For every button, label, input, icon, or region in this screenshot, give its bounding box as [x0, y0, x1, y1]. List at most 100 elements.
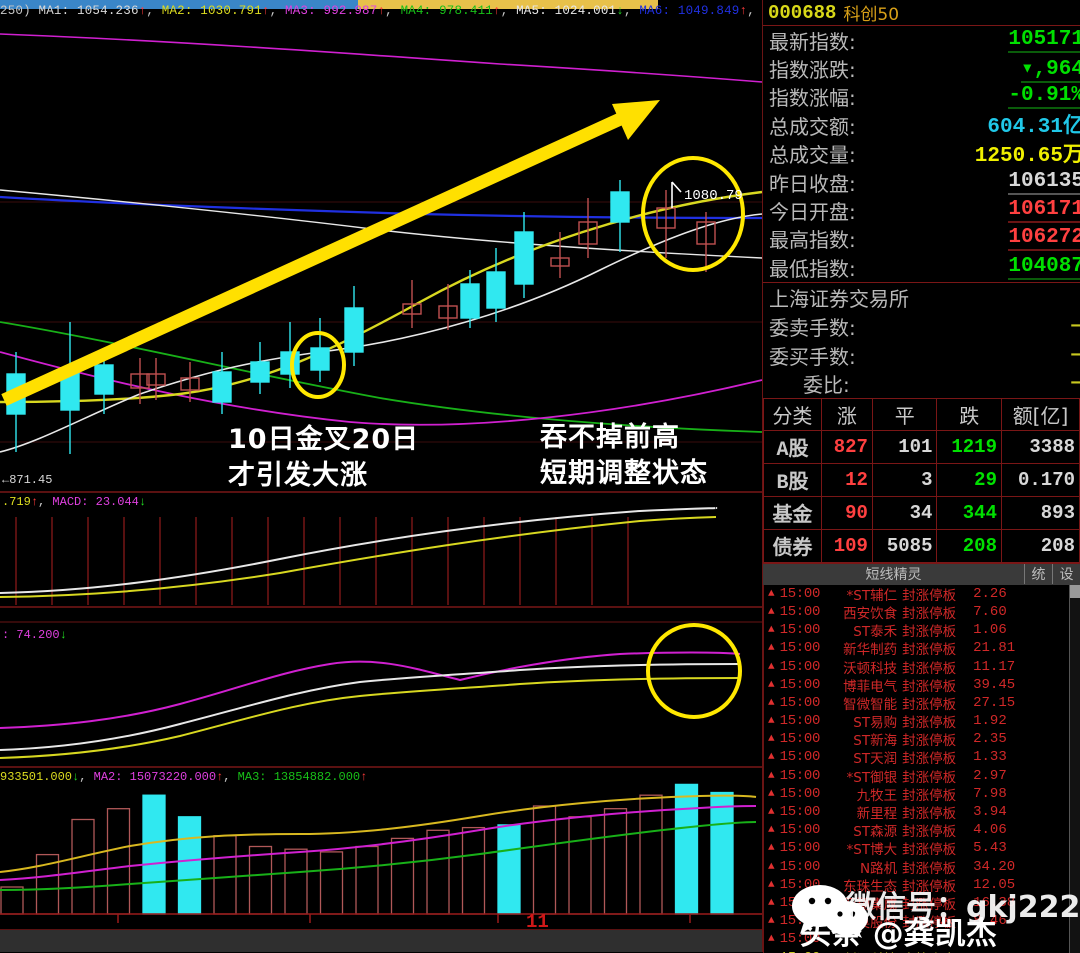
stock-code: 000688 — [768, 1, 837, 24]
candle-body — [402, 303, 422, 315]
quote-title[interactable]: 000688 科创50 — [763, 0, 1080, 26]
ticker-value: 2.26 — [973, 585, 1007, 602]
ma2-name: MA2 — [161, 4, 185, 18]
ma6-value: 1049.849 — [677, 4, 740, 18]
watermark-toutiao: 头条 @龚凯杰 — [800, 916, 997, 952]
quote-row-label: 总成交量: — [769, 143, 856, 168]
list-item[interactable]: ▲ 15:00 沃顿科技 封涨停板 11.17 — [764, 657, 1080, 677]
list-item[interactable]: ▲ 15:00 博菲电气 封涨停板 39.45 — [764, 676, 1080, 695]
list-item[interactable]: ▲ 15:00 *ST御银 封涨停板 2.97 — [764, 767, 1080, 786]
ticker-value: 21.81 — [973, 640, 1016, 657]
candle-body — [212, 371, 232, 403]
ticker-stock-name: 博菲电气 — [843, 678, 898, 695]
ticker-value: 7.98 — [973, 785, 1007, 802]
ticker-value: 2.97 — [973, 767, 1007, 784]
quote-row-label: 今日开盘: — [769, 200, 856, 225]
direction-icon: ▲ — [768, 806, 775, 819]
direction-icon: ▲ — [768, 787, 775, 800]
annotation-line-4: 短期调整状态 — [540, 458, 708, 490]
ticker-stock-name: 九牧王 — [856, 787, 898, 804]
macd-pane[interactable]: .719↑, MACD: 23.044↓ — [0, 492, 762, 607]
ticker-time: 15:00 — [779, 767, 821, 784]
list-item[interactable]: ▲ 15:00 ST泰禾 封涨停板 1.06 — [764, 621, 1080, 641]
candle-body — [656, 207, 676, 229]
list-item[interactable]: ▲ 15:00 ST天润 封涨停板 1.33 — [764, 748, 1080, 767]
ma3-name: MA3 — [285, 4, 309, 18]
macd-value: 23.044 — [95, 495, 139, 509]
ma4-name: MA4 — [400, 4, 424, 18]
stats-header-cell: 跌 — [936, 397, 1002, 431]
scrollbar-thumb[interactable] — [1070, 584, 1080, 598]
candle-body — [578, 221, 598, 245]
table-row[interactable]: 基金 90 34 344 893 — [763, 495, 1080, 530]
order-rows: 委卖手数: — 委买手数: — 委比: — — [763, 313, 1080, 398]
list-item[interactable]: ▲ 15:00 ST森源 封涨停板 4.06 — [764, 821, 1080, 841]
volume-bar — [674, 783, 699, 915]
header-yellow-band — [358, 0, 658, 9]
ticker-stock-name: ST森源 — [853, 824, 898, 841]
table-row[interactable]: A股 827 101 1219 3388 — [763, 429, 1080, 464]
list-item[interactable]: ▲ 15:00 — [764, 930, 1080, 948]
volume-ma2-value: 15073220.000 — [129, 770, 217, 784]
candle-body — [280, 351, 300, 375]
kline-svg — [0, 33, 763, 454]
stats-header-cell: 平 — [871, 397, 938, 431]
ticker-event: 封涨停板 — [902, 806, 957, 823]
list-item[interactable]: ▲ 15:00 N路机 封涨停板 34.20 — [764, 858, 1080, 877]
exchange-name: 上海证券交易所 — [769, 287, 909, 312]
list-item[interactable]: ▲ 15:00 九牧王 封涨停板 7.98 — [764, 785, 1080, 804]
ticker-settings-button[interactable]: 设 — [1052, 564, 1080, 585]
stats-header-row: 分类涨平跌额[亿] — [763, 397, 1080, 431]
list-item[interactable]: ▲ 15:00 新华制药 封涨停板 21.81 — [764, 639, 1080, 659]
ticker-stats-button[interactable]: 统 — [1024, 564, 1052, 585]
volume-svg — [0, 783, 762, 923]
candle-body — [146, 373, 166, 386]
stock-name: 科创50 — [843, 5, 900, 25]
stats-cell-amt: 208 — [1000, 528, 1080, 563]
table-row[interactable]: 债券 109 5085 208 208 — [763, 528, 1080, 563]
volume-bar — [213, 835, 237, 915]
list-item[interactable]: ▲ 15:00 ST新海 封涨停板 2.35 — [764, 730, 1080, 749]
order-row: 委比: — — [763, 369, 1080, 397]
order-row-label: 委买手数: — [769, 344, 856, 369]
ticker-event: 封涨停板 — [902, 642, 957, 659]
kdj-pane[interactable]: : 74.200↓ — [0, 607, 762, 767]
trend-arrow-annotation — [1, 100, 660, 406]
quote-row: 总成交额: 604.31亿 — [763, 111, 1080, 140]
ticker-list[interactable]: ▲ 15:00 *ST辅仁 封涨停板 2.26 ▲ 15:00 西安饮食 封涨停板 7.60 ▲ 15… — [763, 584, 1080, 953]
x-axis-month-label: 11 — [526, 911, 549, 933]
list-item[interactable]: ▲ 15:00 西安饮食 封涨停板 7.60 — [764, 603, 1080, 622]
ticker-time: 15:00 — [779, 676, 821, 693]
list-item[interactable]: ▲ 15:00 ST易购 封涨停板 1.92 — [764, 712, 1080, 731]
stats-cell-cat: 债券 — [763, 528, 822, 563]
stats-cell-amt: 3388 — [1000, 429, 1080, 464]
ticker-title: 短线精灵 — [865, 567, 922, 584]
quote-row-unit: 亿 — [1063, 116, 1080, 140]
ticker-stock-name: ST泰禾 — [853, 624, 898, 641]
list-item[interactable]: ▲ 15:00 *ST博大 封涨停板 5.43 — [764, 839, 1080, 858]
annotation-line-2: 才引发大涨 — [228, 460, 368, 492]
macd-header: .719↑, MACD: 23.044↓ — [2, 495, 147, 509]
ticker-time: 15:00 — [780, 950, 821, 953]
volume-bar — [461, 826, 486, 915]
kline-pane[interactable]: 1080.79 ←871.45 10日金叉20日 才引发大涨 吞不掉前高 短期调… — [0, 22, 763, 492]
table-row[interactable]: B股 12 3 29 0.170 — [763, 462, 1080, 497]
quote-row-label: 指数涨幅: — [769, 86, 856, 111]
quote-row: 总成交量: 1250.65万 — [763, 140, 1080, 168]
quote-row-unit: 万 — [1063, 144, 1080, 168]
candle-body — [94, 364, 114, 395]
list-item[interactable]: ▲ 15:00 东珠生态 封涨停板 12.05 — [764, 876, 1080, 895]
macd-label: MACD: — [52, 495, 89, 509]
stats-header-cell: 额[亿] — [1000, 397, 1080, 431]
ticker-stock-name: 智微智能 — [843, 696, 898, 713]
order-row: 委买手数: — — [763, 341, 1080, 369]
ticker-scrollbar[interactable] — [1069, 584, 1080, 953]
list-item[interactable]: ▲ 15:00 智微智能 封涨停板 27.15 — [764, 694, 1080, 713]
list-item[interactable]: ▲ 15:00 *ST辅仁 封涨停板 2.26 — [764, 585, 1080, 604]
volume-pane[interactable]: 933501.000↓, MA2: 15073220.000↑, MA3: 13… — [0, 767, 762, 933]
highlight-circle-kdj — [646, 623, 742, 719]
list-item[interactable]: ▲ 15:00 新里程 封涨停板 3.94 — [764, 803, 1080, 823]
quote-row: 今日开盘: 106171 — [763, 196, 1080, 224]
ticker-time: 15:00 — [779, 603, 821, 620]
